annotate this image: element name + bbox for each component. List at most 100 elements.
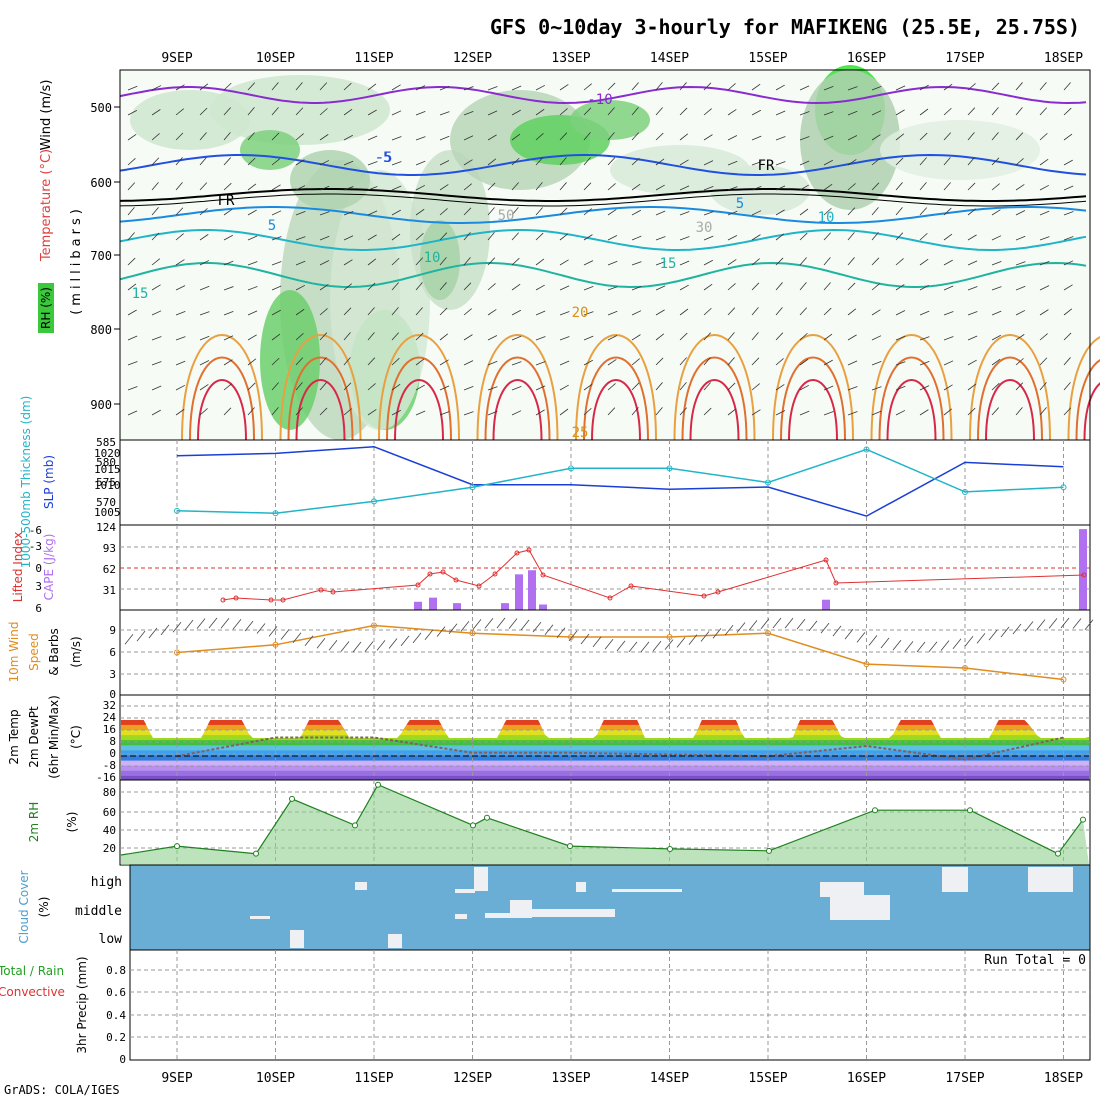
- wind-barb: [1039, 236, 1050, 241]
- wind10-barb: [1036, 619, 1046, 630]
- wind-barb: [511, 133, 521, 141]
- wind-barb: [1039, 333, 1048, 341]
- temp2m-tick: 8: [109, 735, 116, 748]
- cape-bar: [453, 603, 461, 610]
- wind-barb: [319, 308, 328, 316]
- wind-barb: [199, 335, 210, 341]
- slp-left-tick: 585: [96, 436, 116, 449]
- wind-barb: [727, 210, 738, 216]
- wind10-barb: [256, 623, 266, 634]
- wind-barb: [1015, 407, 1023, 416]
- wind10-barb: [964, 635, 974, 647]
- wind-barb: [367, 258, 377, 266]
- wind-barb: [967, 132, 975, 141]
- wind-barb: [295, 236, 306, 241]
- wind-barb: [295, 107, 304, 116]
- top-date-labels: 9SEP 10SEP 11SEP 12SEP 13SEP 14SEP 15SEP 16SEP 1…: [161, 51, 1083, 66]
- wind-barb: [559, 207, 568, 216]
- isotherm-loop: [788, 379, 838, 441]
- wind10-tick: 3: [109, 668, 116, 681]
- temp2m-label-b: 2m DewPt: [27, 706, 41, 768]
- isotherm-line: [119, 85, 1087, 105]
- rh2m-point: [766, 847, 772, 854]
- wind-barb: [199, 157, 207, 166]
- wind-barb: [1063, 159, 1073, 166]
- wind-barb: [343, 307, 352, 316]
- wind-barb: [1039, 261, 1050, 266]
- wind-barb: [823, 257, 831, 266]
- wind-barb: [439, 160, 450, 166]
- wind-barb: [343, 108, 353, 116]
- isotherm-loop: [1083, 382, 1100, 441]
- wind-barb: [295, 284, 306, 291]
- wind-barb: [247, 334, 257, 341]
- wind10-barb: [736, 622, 746, 633]
- rh2m-point: [1080, 816, 1086, 823]
- wind-barb: [343, 235, 354, 241]
- wind-barb: [463, 334, 473, 341]
- wind-barb: [175, 233, 184, 241]
- wind-barb: [511, 257, 520, 266]
- wind-barb: [583, 260, 594, 266]
- wind-barb: [943, 408, 953, 416]
- wind-barb: [439, 135, 450, 141]
- wind-barb: [943, 233, 953, 241]
- ytick-label: 900: [90, 398, 112, 412]
- precip-tick: 0: [119, 1053, 126, 1066]
- wind-barb: [1063, 308, 1073, 316]
- wind10-barb: [280, 629, 290, 640]
- wind-barb: [655, 285, 666, 291]
- wind10-barb: [868, 635, 878, 646]
- wind-barb: [943, 132, 952, 141]
- cloud-block: [576, 882, 586, 892]
- wind-barb: [415, 257, 424, 266]
- wind-barb: [511, 157, 520, 166]
- wind-barb: [175, 132, 184, 141]
- wind-barb: [391, 185, 402, 191]
- wind10-tick: 6: [109, 646, 116, 659]
- slp-label: SLP (mb): [42, 455, 56, 509]
- wind-barb: [871, 309, 881, 316]
- wind-barb: [871, 207, 879, 216]
- wind-barb: [943, 83, 953, 91]
- wind-barb: [607, 209, 617, 216]
- rh2m-point: [484, 814, 490, 821]
- wind-speed-line-point: [666, 634, 673, 641]
- wind-barb: [823, 232, 832, 241]
- temp-band: [121, 718, 1089, 725]
- precip-panel: 0.8 0.6 0.4 0.2 0 Run Total = 0: [106, 949, 1091, 1066]
- wind-barb: [775, 410, 786, 416]
- wind-barb: [535, 182, 543, 191]
- wind-barb: [1063, 260, 1074, 266]
- wind-barb: [847, 159, 857, 166]
- isotherm-loop: [1075, 359, 1100, 441]
- li-point: [476, 583, 482, 589]
- wind-barb: [151, 385, 162, 391]
- wind-barb: [151, 109, 161, 116]
- wind-barb: [631, 82, 639, 91]
- wind-barb: [535, 310, 546, 316]
- wind-barb: [871, 361, 882, 366]
- wind-barb: [271, 184, 281, 191]
- contour-label: 20: [572, 305, 589, 321]
- wind-barb: [655, 407, 663, 416]
- wind-barb: [391, 409, 401, 416]
- wind-barb: [583, 359, 594, 366]
- top-date-label: 10SEP: [256, 51, 295, 66]
- wind-barb: [847, 135, 858, 141]
- wind-barb: [343, 357, 351, 366]
- wind-barb: [127, 207, 135, 216]
- wind-barb: [895, 284, 905, 291]
- contour-label: 25: [572, 425, 589, 441]
- wind-barb: [199, 360, 210, 366]
- cloud-block: [474, 867, 488, 891]
- wind10-barb: [892, 639, 902, 651]
- wind-barb: [127, 335, 138, 341]
- wind-barb: [415, 307, 423, 316]
- wind-barb: [727, 259, 737, 266]
- wind-barb: [1039, 210, 1050, 216]
- wind-barb: [967, 311, 978, 316]
- wind-barb: [895, 410, 906, 416]
- wind-barb: [1015, 184, 1025, 191]
- wind-barb: [415, 85, 426, 91]
